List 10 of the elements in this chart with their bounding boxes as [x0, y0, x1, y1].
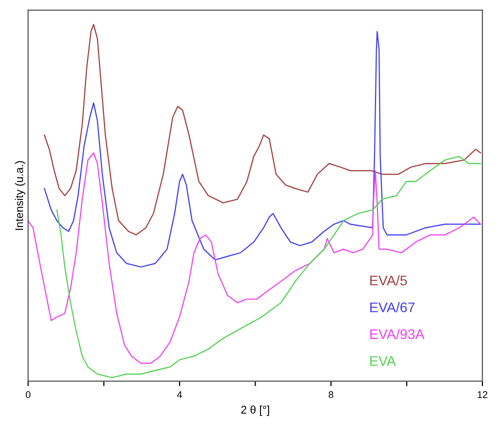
x-axis-title: 2 θ [°]: [241, 406, 270, 416]
x-tick-label: 4: [177, 391, 182, 398]
text: EVA/67: [370, 302, 415, 312]
x-tick-label: 0: [26, 391, 30, 398]
text: EVA/93A: [370, 328, 424, 340]
x-tick-label: 8: [328, 391, 334, 398]
text: EVA/5: [370, 275, 407, 286]
text: EVA: [370, 356, 396, 366]
y-axis-title: Intensity (u.a.): [14, 161, 26, 230]
x-tick-label: 12: [478, 391, 488, 398]
